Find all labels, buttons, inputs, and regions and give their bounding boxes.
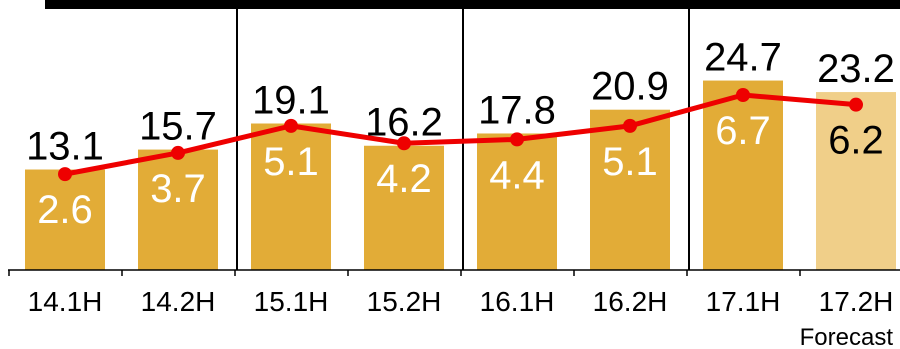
- line-value-label: 6.7: [715, 109, 771, 153]
- line-value-label: 6.2: [828, 119, 884, 163]
- line-value-label: 5.1: [263, 140, 319, 184]
- x-axis: 14.1H 14.2H 15.1H 15.2H 16.1H 16.2H 17.1H 17.2H: [8, 269, 900, 317]
- data-labels: 13.1 15.7 19.1 16.2 17.8 20.9 24.7 23.2 2.6 3.7 5.…: [26, 36, 895, 233]
- bar-value-label: 16.2: [365, 101, 443, 145]
- bar-value-label: 20.9: [591, 65, 669, 109]
- bar-value-label: 17.8: [478, 88, 556, 132]
- line-point: [171, 145, 185, 160]
- x-tick-label: 16.2H: [593, 286, 668, 317]
- line-value-label: 3.7: [150, 167, 206, 211]
- line-point: [397, 136, 411, 151]
- bars: [25, 80, 896, 271]
- bar-value-label: 23.2: [817, 47, 895, 91]
- bar: [25, 169, 105, 270]
- bar: [364, 145, 444, 270]
- line-path: [64, 92, 857, 177]
- line-value-label: 4.2: [376, 157, 432, 201]
- bar: [816, 92, 896, 270]
- bar: [251, 123, 331, 271]
- line-point: [623, 118, 637, 133]
- x-tick-label: 15.2H: [367, 286, 442, 317]
- x-tick-label: 15.1H: [254, 286, 329, 317]
- x-tick-label: 14.2H: [141, 286, 216, 317]
- bar: [138, 149, 218, 270]
- top-band: [45, 0, 900, 9]
- x-tick-label: 17.1H: [706, 286, 781, 317]
- line-value-label: 5.1: [602, 140, 658, 184]
- line-value-label: 2.6: [37, 188, 93, 232]
- bar: [703, 80, 783, 271]
- forecast-annotation: Forecast: [800, 324, 894, 349]
- x-tick-label: 14.1H: [28, 286, 103, 317]
- bar: [477, 133, 557, 270]
- line-value-label: 4.4: [489, 153, 545, 197]
- line-point: [736, 88, 750, 102]
- bar-value-label: 15.7: [139, 105, 217, 149]
- bar: [590, 109, 670, 271]
- bar-value-label: 19.1: [252, 79, 330, 123]
- line-point: [284, 118, 298, 133]
- x-tick-label: 16.1H: [480, 286, 555, 317]
- line-series: [58, 88, 863, 182]
- line-point: [849, 97, 863, 112]
- bar-value-label: 24.7: [704, 36, 782, 80]
- bar-value-label: 13.1: [26, 125, 104, 169]
- line-point: [58, 167, 72, 182]
- line-point: [510, 132, 524, 147]
- x-tick-label: 17.2H: [819, 286, 894, 317]
